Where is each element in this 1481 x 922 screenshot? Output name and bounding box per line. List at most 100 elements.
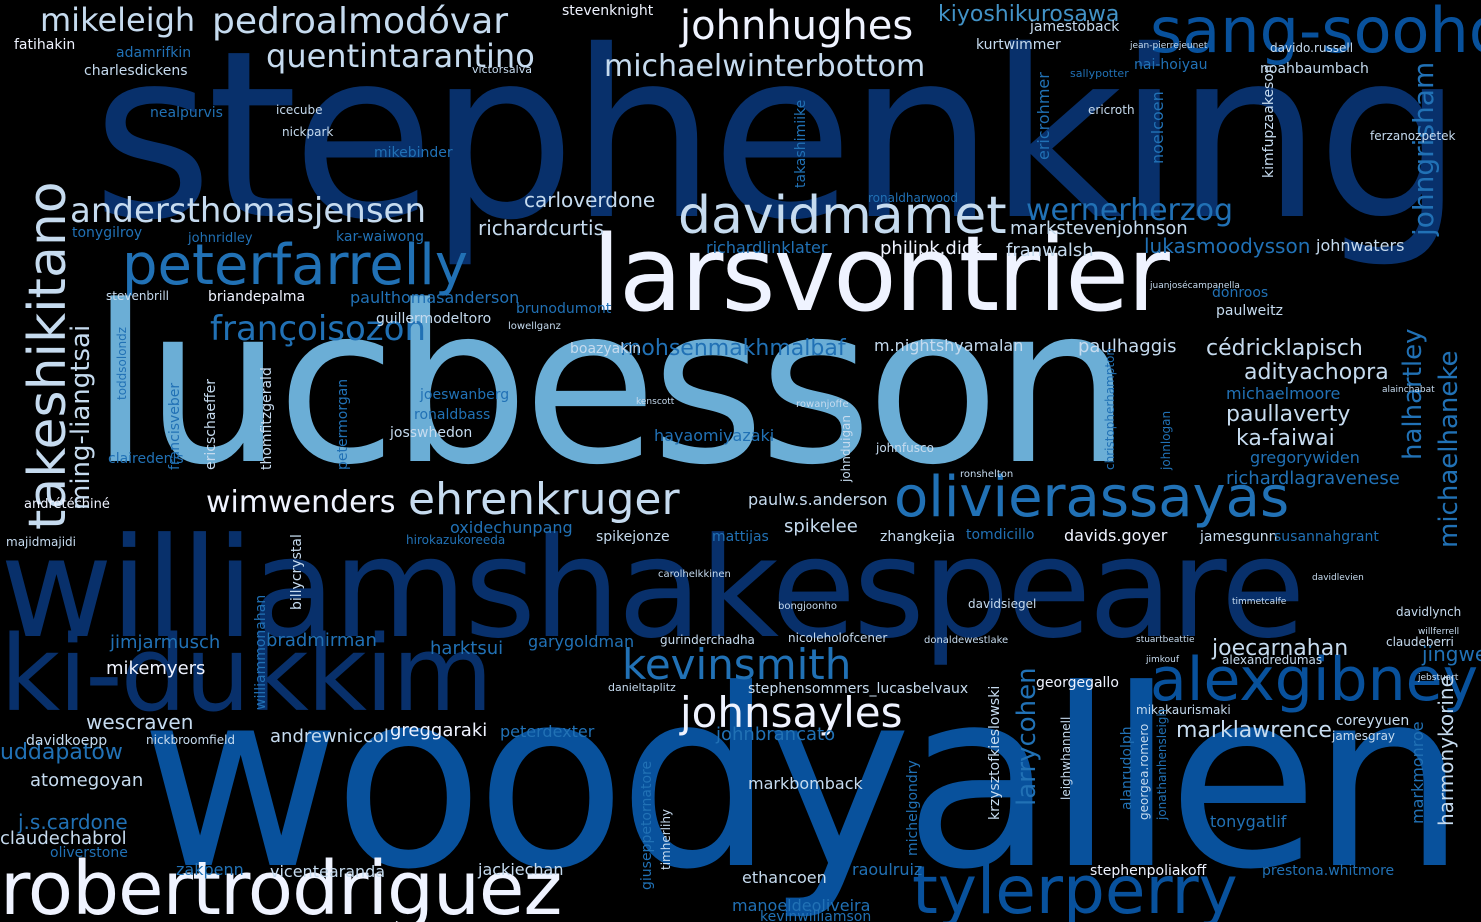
word-brunodumont: brunodumont [516, 301, 612, 317]
word-ehrenkruger: ehrenkruger [408, 474, 680, 525]
word-paullaverty: paullaverty [1226, 402, 1351, 427]
word-paulthomasanderson: paulthomasanderson [350, 288, 520, 307]
word-icecube: icecube [276, 103, 323, 117]
word-johnhughes: johnhughes [680, 3, 914, 49]
word-johnfusco: johnfusco [876, 441, 934, 455]
word-zakpenn: zakpenn [176, 860, 244, 879]
word-zhangkejia: zhangkejia [880, 529, 956, 545]
word-hirokazukoreeda: hirokazukoreeda [406, 533, 506, 547]
word-johngrisham: johngrisham [1407, 61, 1440, 236]
word-hayaomiyazaki: hayaomiyazaki [654, 426, 775, 445]
word-michaelwinterbottom: michaelwinterbottom [604, 49, 926, 84]
word-fatihakin: fatihakin [14, 37, 76, 53]
word-kiyoshikurosawa: kiyoshikurosawa [938, 2, 1120, 27]
word-christopherhampton: christopherhampton [1103, 347, 1117, 470]
word-kar-waiwong: kar-waiwong [336, 229, 425, 245]
word-davidlynch: davidlynch [1396, 605, 1462, 619]
word-ki-dukkim: ki-dukkim [0, 613, 493, 735]
word-kenscott: kenscott [636, 397, 675, 407]
word-raoulruiz: raoulruiz [852, 860, 923, 879]
word-willferrell: willferrell [1418, 627, 1460, 637]
word-peterfarrelly: peterfarrelly [122, 233, 469, 298]
word-francisveber: francisveber [167, 382, 183, 470]
word-briandepalma: briandepalma [208, 289, 306, 305]
word-markbomback: markbomback [748, 774, 863, 793]
word-noahbaumbach: noahbaumbach [1260, 61, 1369, 77]
word-spikelee: spikelee [784, 516, 858, 537]
word-manoeldeoliveira: manoeldeoliveira [732, 896, 871, 915]
word-stuartbeattie: stuartbeattie [1136, 635, 1195, 645]
word-jimjarmusch: jimjarmusch [110, 632, 221, 653]
word-charlesdickens: charlesdickens [84, 63, 188, 79]
word-juanjosecampanella: juanjosécampanella [1150, 281, 1240, 291]
word-alexgibney: alexgibney [1150, 645, 1479, 715]
word-kevinwilliamson: kevinwilliamson [760, 909, 872, 922]
word-mikakaurismaki: mikakaurismaki [1136, 703, 1231, 717]
word-bongjoonho: bongjoonho [778, 601, 837, 612]
word-timherlihy: timherlihy [659, 808, 673, 870]
word-tylerperry: tylerperry [912, 852, 1238, 922]
word-josswhedon: josswhedon [390, 425, 473, 441]
word-ronaldharwood: ronaldharwood [868, 191, 958, 205]
word-tonygilroy: tonygilroy [72, 225, 143, 241]
word-marklawrence: marklawrence [1176, 718, 1332, 743]
word-paulwsanderson: paulw.s.anderson [748, 490, 888, 509]
word-jebstuart: jebstuart [1418, 673, 1459, 683]
word-ericroth: ericroth [1088, 103, 1135, 117]
word-alainchabat: alainchabat [1382, 385, 1435, 395]
word-danieltaplitz: danieltaplitz [608, 681, 676, 694]
word-philipkdick: philipk.dick [880, 238, 983, 259]
word-oxidechunpang: oxidechunpang [450, 518, 573, 537]
word-ronshelton: ronshelton [960, 469, 1014, 480]
word-guillermodeltoro: guillermodeltoro [376, 311, 492, 327]
word-andrewniccol: andrewniccol [270, 726, 389, 747]
word-mikemyers: mikemyers [106, 658, 206, 679]
word-jackiechan: jackiechan [478, 860, 564, 879]
word-nai-hoiyau: nai-hoiyau [1134, 57, 1208, 73]
word-jamestoback: jamestoback [1030, 19, 1120, 35]
word-nickbroomfield: nickbroomfield [146, 733, 236, 747]
word-sallypotter: sallypotter [1070, 67, 1129, 80]
word-cedricklapisch: cédricklapisch [1206, 336, 1363, 361]
word-johnwaters: johnwaters [1316, 236, 1405, 255]
word-alanrudolph: alanrudolph [1119, 726, 1135, 810]
word-kevinsmith: kevinsmith [622, 640, 852, 689]
word-quentintarantino: quentintarantino [266, 37, 535, 75]
word-bradmirman: bradmirman [266, 630, 377, 651]
word-carloverdone: carloverdone [524, 188, 656, 212]
word-davidmamet: davidmamet [678, 186, 1007, 246]
word-thomfitzgerald: thomfitzgerald [259, 367, 275, 470]
word-greggaraki: greggaraki [390, 720, 488, 741]
word-paulhaggis: paulhaggis [1078, 336, 1177, 357]
word-jamesgray: jamesgray [1332, 729, 1396, 743]
word-davidsgoyer: davids.goyer [1064, 526, 1168, 545]
word-kurtwimmer: kurtwimmer [976, 37, 1061, 53]
word-williammonahan: williammonahan [253, 594, 269, 710]
word-johnduigan: johnduigan [839, 414, 853, 482]
word-lukasmoodysson: lukasmoodysson [1144, 234, 1311, 258]
word-ronaldbass: ronaldbass [414, 407, 491, 423]
word-paulweitz: paulweitz [1216, 303, 1284, 319]
word-ericrohmer: ericrohmer [1034, 72, 1053, 160]
word-stevenbrill: stevenbrill [106, 289, 169, 303]
word-susannahgrant: susannahgrant [1274, 529, 1379, 545]
word-clairedenis: clairedenis [108, 451, 184, 467]
word-timmetcalfe: timmetcalfe [1232, 597, 1287, 607]
word-michaelmoore: michaelmoore [1226, 384, 1341, 403]
word-ethancoen: ethancoen [742, 868, 827, 887]
word-nealpurvis: nealpurvis [150, 105, 223, 121]
word-wernerherzog: wernerherzog [1026, 193, 1234, 228]
word-johnlogan: johnlogan [1159, 410, 1173, 470]
word-ferzanozpetek: ferzanozpetek [1370, 129, 1456, 143]
word-wescraven: wescraven [86, 710, 194, 734]
word-johnridley: johnridley [188, 231, 253, 246]
word-mnightshyamalan: m.nightshyamalan [874, 336, 1024, 355]
word-larsvontrier: larsvontrier [592, 213, 1170, 335]
word-rowanjoffe: rowanjoffe [796, 399, 849, 410]
word-peterdexter: peterdexter [500, 722, 595, 741]
word-joeswanberg: joeswanberg [420, 387, 510, 403]
word-sang-sooho: sang-sooho [1150, 0, 1481, 67]
word-georgearomero: georgea.romero [1137, 723, 1151, 820]
word-gregorywiden: gregorywiden [1250, 448, 1360, 467]
word-boazyakin: boazyakin [570, 341, 642, 357]
